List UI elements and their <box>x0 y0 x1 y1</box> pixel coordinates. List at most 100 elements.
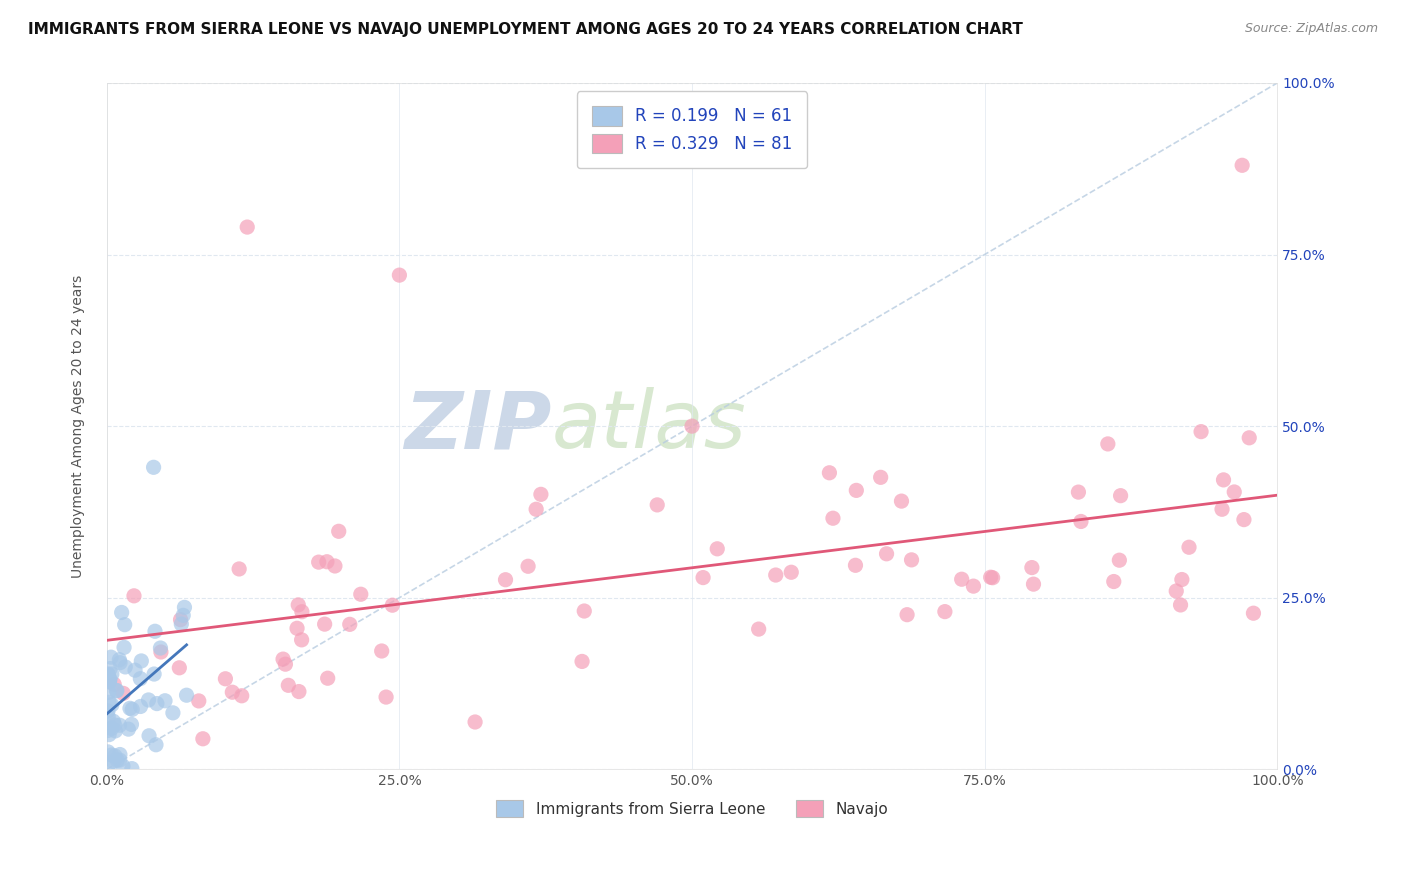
Point <box>103 714 125 729</box>
Point <box>97 723 120 738</box>
Point <box>934 605 956 619</box>
Point <box>176 688 198 702</box>
Point <box>350 587 373 601</box>
Point <box>108 747 131 762</box>
Point <box>98 675 121 690</box>
Point <box>100 747 122 762</box>
Point <box>98 662 121 676</box>
Point <box>97 666 120 681</box>
Point <box>98 695 121 709</box>
Point <box>173 600 195 615</box>
Point <box>105 753 128 767</box>
Point <box>381 598 404 612</box>
Point <box>122 589 145 603</box>
Point <box>896 607 918 622</box>
Point <box>120 717 142 731</box>
Point <box>981 571 1004 585</box>
Text: IMMIGRANTS FROM SIERRA LEONE VS NAVAJO UNEMPLOYMENT AMONG AGES 20 TO 24 YEARS CO: IMMIGRANTS FROM SIERRA LEONE VS NAVAJO U… <box>28 22 1024 37</box>
Point <box>524 502 547 516</box>
Point <box>328 524 350 539</box>
Point <box>121 702 143 716</box>
Point <box>169 661 191 675</box>
Point <box>1166 584 1188 599</box>
Point <box>288 684 311 698</box>
Point <box>108 653 131 667</box>
Point <box>97 709 120 723</box>
Point <box>143 624 166 639</box>
Point <box>172 608 194 623</box>
Point <box>950 572 973 586</box>
Point <box>1097 437 1119 451</box>
Point <box>1237 431 1260 445</box>
Point <box>323 558 346 573</box>
Point <box>228 562 250 576</box>
Point <box>271 652 294 666</box>
Point <box>138 729 160 743</box>
Point <box>145 738 167 752</box>
Point <box>1230 158 1253 172</box>
Point <box>149 640 172 655</box>
Point <box>1212 473 1234 487</box>
Point <box>314 617 336 632</box>
Point <box>118 701 141 715</box>
Point <box>1211 502 1233 516</box>
Point <box>97 758 120 772</box>
Point <box>101 698 124 712</box>
Point <box>114 617 136 632</box>
Point <box>900 553 922 567</box>
Legend: Immigrants from Sierra Leone, Navajo: Immigrants from Sierra Leone, Navajo <box>489 794 894 823</box>
Point <box>308 555 330 569</box>
Point <box>1241 606 1264 620</box>
Point <box>530 487 553 501</box>
Point <box>97 745 120 759</box>
Point <box>129 699 152 714</box>
Point <box>108 718 131 732</box>
Point <box>98 672 121 686</box>
Point <box>869 470 891 484</box>
Point <box>1171 573 1194 587</box>
Point <box>1022 577 1045 591</box>
Point <box>285 621 308 635</box>
Point <box>236 220 259 235</box>
Point <box>114 660 136 674</box>
Point <box>890 494 912 508</box>
Point <box>1189 425 1212 439</box>
Point <box>104 718 127 732</box>
Point <box>375 690 398 704</box>
Point <box>1178 541 1201 555</box>
Point <box>464 714 486 729</box>
Point <box>1109 489 1132 503</box>
Point <box>111 606 134 620</box>
Point <box>388 268 411 282</box>
Point <box>1070 515 1092 529</box>
Point <box>495 573 517 587</box>
Point <box>101 755 124 769</box>
Point <box>692 571 714 585</box>
Point <box>98 674 121 689</box>
Y-axis label: Unemployment Among Ages 20 to 24 years: Unemployment Among Ages 20 to 24 years <box>72 275 86 578</box>
Point <box>1233 513 1256 527</box>
Point <box>149 645 172 659</box>
Point <box>780 566 803 580</box>
Point <box>98 728 121 742</box>
Point <box>370 644 392 658</box>
Point <box>112 686 135 700</box>
Point <box>277 678 299 692</box>
Point <box>111 759 134 773</box>
Point <box>100 650 122 665</box>
Point <box>104 723 127 738</box>
Point <box>706 541 728 556</box>
Point <box>876 547 898 561</box>
Point <box>187 694 209 708</box>
Point <box>316 555 339 569</box>
Point <box>287 598 309 612</box>
Point <box>844 558 866 573</box>
Text: atlas: atlas <box>551 387 747 465</box>
Point <box>143 667 166 681</box>
Point <box>645 498 668 512</box>
Point <box>681 419 703 434</box>
Text: Source: ZipAtlas.com: Source: ZipAtlas.com <box>1244 22 1378 36</box>
Point <box>316 671 339 685</box>
Point <box>112 640 135 655</box>
Point <box>121 762 143 776</box>
